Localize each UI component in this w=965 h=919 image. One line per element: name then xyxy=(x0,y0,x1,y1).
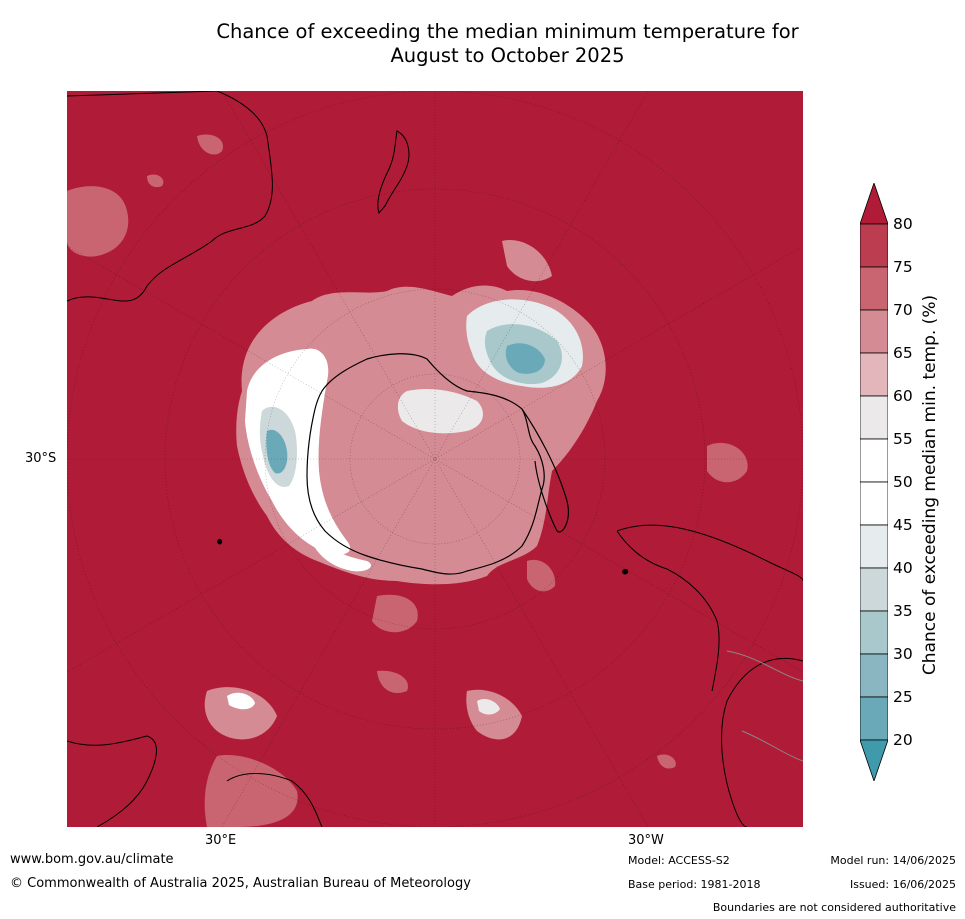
issued-text: Issued: 16/06/2025 xyxy=(849,878,956,891)
probability-patches xyxy=(67,134,748,827)
country-borders-south-america xyxy=(726,650,803,762)
colorbar-tick: 75 xyxy=(893,258,913,276)
base-period-text: Base period: 1981-2018 xyxy=(628,878,761,891)
antarctica-outline xyxy=(306,353,545,575)
disclaimer-text: Boundaries are not considered authoritat… xyxy=(712,901,956,914)
colorbar-tick: 80 xyxy=(893,215,913,233)
colorbar-tick: 35 xyxy=(893,602,913,620)
antarctic-peninsula xyxy=(521,408,569,533)
colorbar-tick: 70 xyxy=(893,301,913,319)
colorbar-tick: 55 xyxy=(893,430,913,448)
colorbar-tick: 30 xyxy=(893,645,913,663)
colorbar-tick: 20 xyxy=(893,731,913,749)
australia-coast xyxy=(67,91,273,302)
colorbar-tick: 25 xyxy=(893,688,913,706)
graticule xyxy=(67,91,803,827)
colorbar-tick: 45 xyxy=(893,516,913,534)
copyright-text: © Commonwealth of Australia 2025, Austra… xyxy=(10,876,471,891)
title-line-2: August to October 2025 xyxy=(390,44,625,67)
colorbar-tick: 50 xyxy=(893,473,913,491)
chart-title: Chance of exceeding the median minimum t… xyxy=(0,20,965,68)
colorbar-arrow-top xyxy=(860,183,888,225)
madagascar-coast xyxy=(226,773,323,827)
lon-label-30w: 30°W xyxy=(628,833,664,848)
southern-africa-coast xyxy=(67,735,157,827)
colorbar-tick: 60 xyxy=(893,387,913,405)
colorbar-label: Chance of exceeding median min. temp. (%… xyxy=(920,294,940,676)
colorbar-arrow-bottom xyxy=(860,739,888,781)
south-america-coast xyxy=(616,524,803,827)
map-svg xyxy=(67,91,803,827)
antarctic-region xyxy=(236,285,606,585)
colorbar xyxy=(860,183,888,781)
title-line-1: Chance of exceeding the median minimum t… xyxy=(216,20,799,43)
model-text: Model: ACCESS-S2 xyxy=(628,854,730,867)
lat-label-30s: 30°S xyxy=(25,451,57,466)
lon-label-30e: 30°E xyxy=(205,833,237,848)
model-run-text: Model run: 14/06/2025 xyxy=(830,854,956,867)
forecast-map xyxy=(67,91,803,827)
falklands-marker xyxy=(622,568,629,575)
colorbar-tick: 65 xyxy=(893,344,913,362)
island-marker xyxy=(217,538,223,545)
new-zealand-coast xyxy=(377,130,410,214)
website-link[interactable]: www.bom.gov.au/climate xyxy=(10,852,174,867)
colorbar-tick: 40 xyxy=(893,559,913,577)
